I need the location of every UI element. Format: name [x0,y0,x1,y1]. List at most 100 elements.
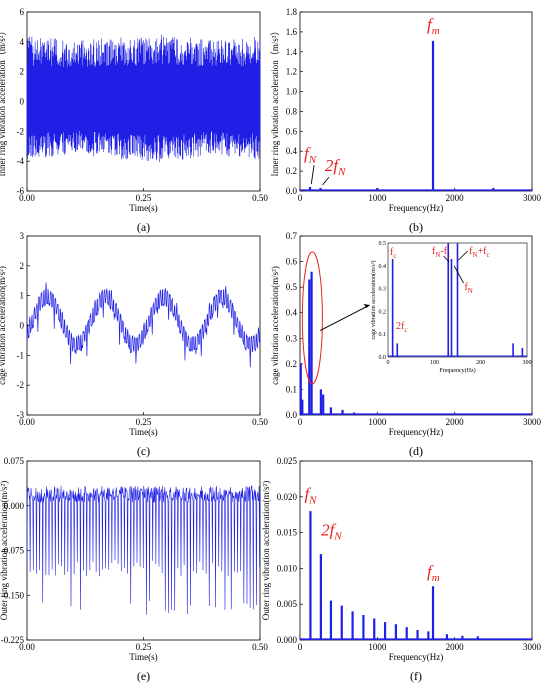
x-tick-label: 0.25 [136,193,152,203]
inset-y-tick-label: 0.4 [379,264,387,270]
y-axis-title: cage vibration acceleration(m/s²) [0,266,7,385]
inset-x-tick-label: 300 [523,360,532,366]
y-tick-label: 0.0 [286,410,298,420]
y-tick-label: 0.2 [286,359,297,369]
series-line [26,282,261,368]
x-tick-label: 3000 [523,193,542,203]
inset-y-axis-title: cage vibration acceleration(m/s²) [370,260,377,339]
inset-annotation-label: fN+fc [469,246,490,259]
inset-spectrum-peaks [391,243,524,357]
y-axis-title: cage vibration acceleration(m/s²) [270,266,280,385]
annotation-main: f [427,562,434,581]
x-tick-label: 0.25 [136,642,152,652]
highlight-ellipse [301,251,323,385]
inset-annotation-part: c [404,326,407,334]
y-tick-label: 0.075 [4,456,25,466]
y-tick-label: -2 [17,126,25,136]
y-tick-label: 2 [20,67,25,77]
annotation-label: fm [427,562,440,584]
inset-annotation-part: N [472,251,477,259]
y-tick-label: 1.4 [286,47,298,57]
annotation-arrow [322,176,330,186]
y-tick-label: 0.4 [286,146,298,156]
y-axis-title: Outer ring vibration acceleration(m/s²) [261,481,271,620]
y-tick-label: 0.7 [286,231,298,241]
panel-c: 0.00 0.25 0.50 -3 -2 -1 0 1 2 3 Time(s) cage vibrat… [0,231,268,458]
y-tick-label: 0 [20,321,25,331]
panel-caption: (e) [137,669,150,683]
x-tick-label: 3000 [523,642,542,652]
annotation-label: fN [304,485,317,507]
inset-x-axis-title: Frequency(Hz) [439,367,475,374]
y-tick-label: 0.6 [286,257,298,267]
annotation-main: 2f [321,520,337,539]
y-tick-label: 0.020 [277,492,298,502]
series-line [26,34,261,163]
y-tick-label: 1 [20,291,25,301]
y-tick-label: 0.0 [286,186,298,196]
x-tick-label: 2000 [446,193,465,203]
annotation-arrow [310,165,315,185]
annotation-subscript: N [308,154,317,166]
y-tick-label: 1.0 [286,87,298,97]
y-tick-label: -3 [17,410,25,420]
inset-y-tick-label: 0.3 [379,287,387,293]
x-tick-label: 0.25 [136,417,152,427]
y-tick-label: 3 [20,231,25,241]
annotation-subscript: N [333,530,342,542]
x-tick-label: 1000 [368,193,387,203]
panel-caption: (d) [409,444,423,458]
x-axis-title: Time(s) [129,427,157,437]
panel-caption: (a) [137,220,150,234]
y-axis-title: Inner ring vibration acceleration（m/s²） [270,27,280,177]
y-tick-label: 0.015 [277,528,298,538]
y-tick-label: -0.150 [1,590,25,600]
x-axis-title: Frequency(Hz) [389,652,443,662]
annotation-subscript: N [308,495,317,507]
x-axis-title: Time(s) [129,203,157,213]
x-tick-label: 0.50 [252,642,268,652]
panel-d: 0 1000 2000 30000.00.10.20.30.40.50.60.7Fre… [270,231,542,458]
inset-arrow [319,304,370,332]
annotation-main: f [304,144,311,163]
y-axis-title: Inner ring vibration acceleration（m/s²） [0,27,7,177]
inset-annotation-part: +f [477,246,487,257]
x-tick-label: 0.00 [19,193,35,203]
x-tick-label: 2000 [446,642,465,652]
y-tick-label: -2 [17,380,25,390]
x-axis-title: Frequency(Hz) [389,427,443,437]
inset-annotation-part: 2f [396,321,405,332]
x-tick-label: 1000 [368,642,387,652]
panel-b: 0 1000 2000 3000 0.0 0.2 0.4 0.6 0.8 1.0 1.2 1.4 1.6… [270,7,542,234]
y-tick-label: 0.000 [277,635,298,645]
x-axis-title: Time(s) [129,652,157,662]
annotation-label: 2fN [321,520,342,542]
x-tick-label: 1000 [368,417,387,427]
inset-x-tick-label: 100 [430,360,439,366]
inset-x-tick-label: 200 [476,360,485,366]
x-tick-label: 0 [298,417,303,427]
x-tick-label: 0.00 [19,417,35,427]
spectrum-peaks [308,40,495,191]
panel-a: 0.00 0.25 0.50 -6 -4 -2 0 2 4 6 Time(s) Inner ring … [0,7,268,234]
inset-y-tick-label: 0.1 [379,332,387,338]
inset-x-tick-label: 0 [387,360,390,366]
y-tick-label: 0.010 [277,563,298,573]
y-tick-label: 2 [20,261,25,271]
y-tick-label: 1.6 [286,27,298,37]
inset-arrow [443,255,450,263]
y-tick-label: -4 [17,156,25,166]
y-tick-label: 0.000 [4,501,25,511]
inset-annotation-label: fc [390,247,396,260]
inset-y-tick-label: 0.2 [379,309,387,315]
inset-annotation-label: fN [464,282,472,295]
annotation-label: fm [427,15,440,37]
panel-caption: (c) [137,444,150,458]
x-tick-label: 0.50 [252,417,268,427]
inset-y-tick-label: 0.5 [379,241,387,247]
x-tick-label: 3000 [523,417,542,427]
y-axis-title: Outer ring vibration acceleration(m/s²) [0,481,9,620]
panel-f: 0 1000 2000 3000 0.000 0.005 0.010 0.015 0.020 0.… [261,456,542,683]
annotation-subscript: N [337,166,346,178]
